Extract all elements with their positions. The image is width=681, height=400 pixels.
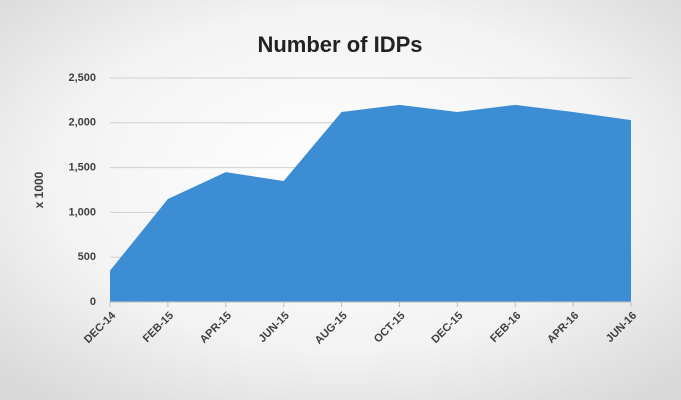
area bbox=[110, 104, 631, 302]
y-tick-label: 2,500 bbox=[68, 72, 96, 84]
y-tick-label: 1,000 bbox=[68, 206, 96, 218]
y-tick-label: 500 bbox=[78, 251, 96, 263]
y-tick-label: 2,000 bbox=[68, 117, 96, 129]
y-axis-title: x 1000 bbox=[32, 171, 46, 208]
chart-title: Number of IDPs bbox=[257, 32, 422, 57]
y-tick-label: 0 bbox=[90, 296, 96, 308]
y-tick-label: 1,500 bbox=[68, 162, 96, 174]
